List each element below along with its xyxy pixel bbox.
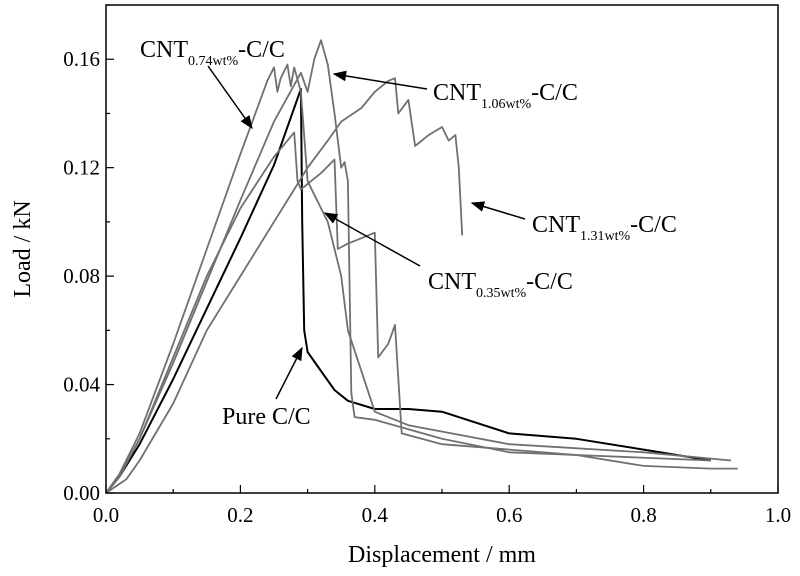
arrow-pure <box>275 346 303 400</box>
svg-text:CNT0.35wt%-C/C: CNT0.35wt%-C/C <box>428 269 573 301</box>
annotation-cnt074: CNT0.74wt%-C/C <box>140 37 285 130</box>
arrow-cnt074 <box>207 65 253 130</box>
annotation-cnt131: CNT1.31wt%-C/C <box>470 201 677 244</box>
x-axis-ticks: 0.0 0.2 0.4 0.6 0.8 1.0 <box>93 485 791 527</box>
svg-text:Pure C/C: Pure C/C <box>222 404 311 430</box>
series-line-cnt035 <box>105 131 738 494</box>
x-tick-label: 0.6 <box>496 503 522 527</box>
x-tick-label: 0.4 <box>362 503 389 527</box>
annotation-pure: Pure C/C <box>222 346 311 430</box>
series-line-cnt074 <box>105 63 732 494</box>
x-tick-label: 1.0 <box>765 503 791 527</box>
svg-text:CNT1.06wt%-C/C: CNT1.06wt%-C/C <box>433 80 578 112</box>
x-tick-label: 0.2 <box>227 503 253 527</box>
x-axis-title: Displacement / mm <box>348 542 536 568</box>
y-tick-label: 0.04 <box>63 373 100 397</box>
y-tick-label: 0.00 <box>63 481 100 505</box>
series-layer <box>105 39 738 494</box>
y-axis-ticks: 0.00 0.04 0.08 0.12 0.16 <box>63 4 114 505</box>
arrow-cnt131 <box>470 201 526 220</box>
y-tick-label: 0.16 <box>63 47 100 71</box>
x-tick-label: 0.8 <box>630 503 656 527</box>
series-line-pure <box>105 88 711 494</box>
arrow-cnt035 <box>323 212 421 267</box>
y-tick-label: 0.12 <box>63 156 100 180</box>
y-tick-label: 0.08 <box>63 264 100 288</box>
annotation-cnt106: CNT1.06wt%-C/C <box>332 70 578 112</box>
series-line-cnt131 <box>105 77 464 494</box>
annotation-cnt035: CNT0.35wt%-C/C <box>323 212 573 301</box>
svg-text:CNT1.31wt%-C/C: CNT1.31wt%-C/C <box>532 212 677 244</box>
series-line-cnt106 <box>105 39 711 494</box>
arrow-cnt106 <box>332 70 428 90</box>
x-tick-label: 0.0 <box>93 503 119 527</box>
svg-text:CNT0.74wt%-C/C: CNT0.74wt%-C/C <box>140 37 285 69</box>
y-axis-title: Load / kN <box>10 200 36 297</box>
